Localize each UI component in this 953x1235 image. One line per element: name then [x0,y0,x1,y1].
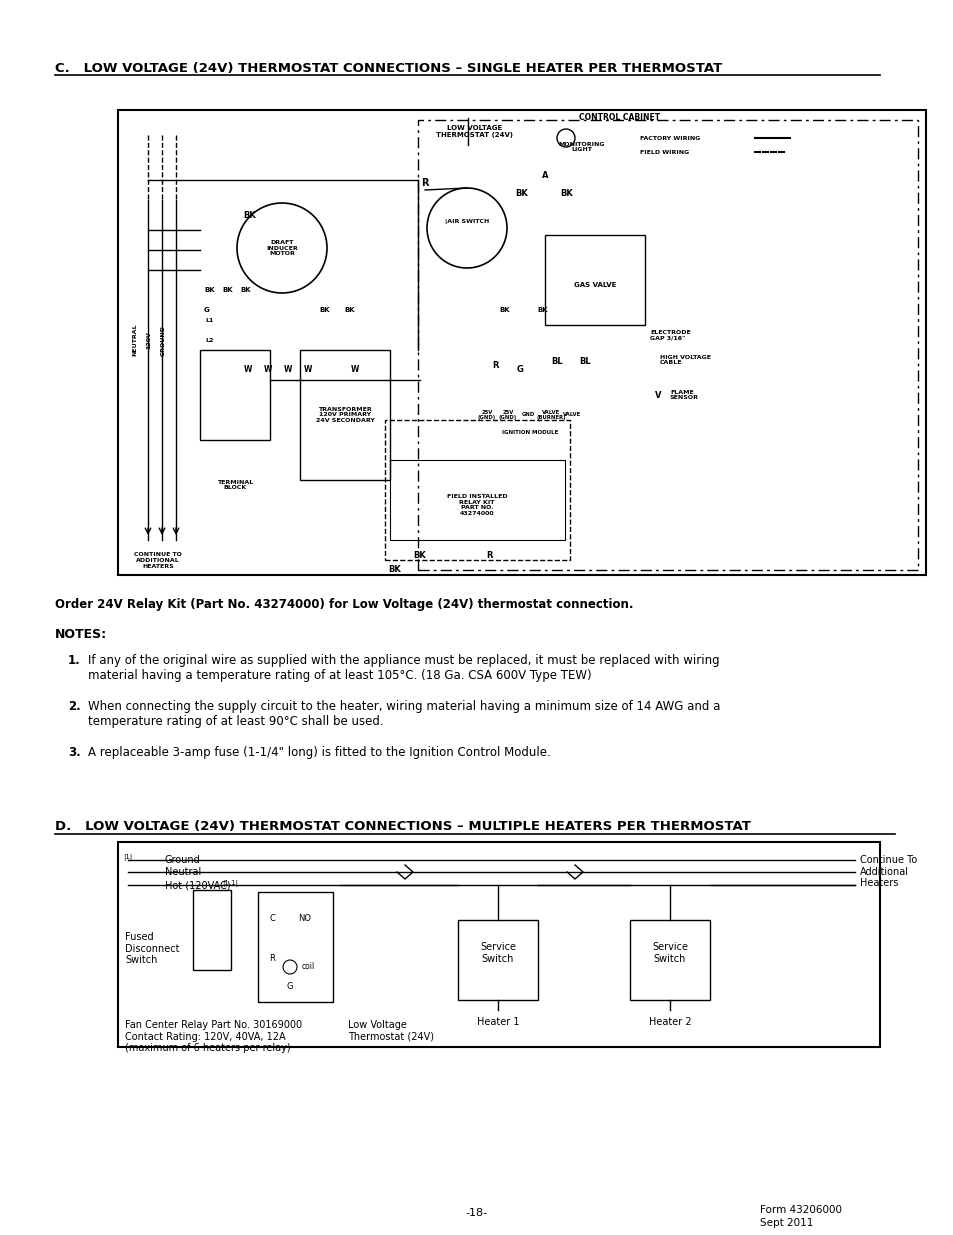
Text: CONTINUE TO
ADDITIONAL
HEATERS: CONTINUE TO ADDITIONAL HEATERS [134,552,182,568]
Bar [390,459,564,540]
Bar [200,350,270,440]
Text: HIGH VOLTAGE
CABLE: HIGH VOLTAGE CABLE [659,354,710,366]
Text: W: W [264,366,272,374]
Text: BK: BK [537,308,548,312]
Text: BK: BK [499,308,510,312]
Bar [629,920,709,1000]
Text: W: W [283,366,292,374]
Text: Ground: Ground [165,855,200,864]
Text: DRAFT
INDUCER
MOTOR: DRAFT INDUCER MOTOR [266,240,297,257]
Text: -18-: -18- [465,1208,488,1218]
Bar [457,920,537,1000]
Text: GND: GND [521,412,534,417]
Text: BL: BL [551,357,562,367]
Text: Sept 2011: Sept 2011 [760,1218,813,1228]
Text: TRANSFORMER
120V PRIMARY
24V SECONDARY: TRANSFORMER 120V PRIMARY 24V SECONDARY [315,406,374,424]
Text: TERMINAL
BLOCK: TERMINAL BLOCK [216,479,253,490]
Text: 3.: 3. [68,746,81,760]
Text: BK: BK [243,210,256,220]
Text: FACTORY WIRING: FACTORY WIRING [639,136,700,141]
Text: Service
Switch: Service Switch [479,942,516,963]
Bar [544,235,644,325]
Text: Low Voltage
Thermostat (24V): Low Voltage Thermostat (24V) [348,1020,434,1041]
Bar [118,110,925,576]
Text: FIELD INSTALLED
RELAY KIT
PART NO.
43274000: FIELD INSTALLED RELAY KIT PART NO. 43274… [446,494,507,516]
Text: A replaceable 3-amp fuse (1-1/4" long) is fitted to the Ignition Control Module.: A replaceable 3-amp fuse (1-1/4" long) i… [88,746,550,760]
Text: ELECTRODE
GAP 3/16": ELECTRODE GAP 3/16" [649,330,690,341]
Text: Service
Switch: Service Switch [651,942,687,963]
Text: G: G [516,366,523,374]
Text: Hot (120VAC): Hot (120VAC) [165,881,231,890]
Text: FLAME
SENSOR: FLAME SENSOR [669,389,699,400]
Text: 25V
(GND): 25V (GND) [477,410,496,420]
Text: BK: BK [344,308,355,312]
Text: BK: BK [222,287,233,293]
Text: BK: BK [205,287,215,293]
Text: coil: coil [302,962,314,971]
Bar [385,420,569,559]
Text: R: R [421,178,428,188]
Text: Fan Center Relay Part No. 30169000
Contact Rating: 120V, 40VA, 12A
(maximum of 6: Fan Center Relay Part No. 30169000 Conta… [125,1020,302,1053]
Text: D.   LOW VOLTAGE (24V) THERMOSTAT CONNECTIONS – MULTIPLE HEATERS PER THERMOSTAT: D. LOW VOLTAGE (24V) THERMOSTAT CONNECTI… [55,820,750,832]
Bar [299,350,390,480]
Text: If any of the original wire as supplied with the appliance must be replaced, it : If any of the original wire as supplied … [88,655,719,682]
Text: W: W [351,366,359,374]
Text: R: R [493,361,498,369]
Text: VALVE
(BURNER): VALVE (BURNER) [536,410,565,420]
Text: Heater 1: Heater 1 [476,1016,518,1028]
Text: BK: BK [560,189,573,198]
Text: GAS VALVE: GAS VALVE [573,282,616,288]
Bar [417,120,917,571]
Text: 25V
(GND): 25V (GND) [498,410,517,420]
Text: L1: L1 [206,317,214,322]
Text: BK: BK [414,551,426,559]
Text: A: A [541,170,548,179]
Text: Form 43206000: Form 43206000 [760,1205,841,1215]
Text: Order 24V Relay Kit (Part No. 43274000) for Low Voltage (24V) thermostat connect: Order 24V Relay Kit (Part No. 43274000) … [55,598,633,611]
Text: GROUND: GROUND [160,325,165,356]
Text: BL: BL [578,357,590,367]
Text: |1.1|: |1.1| [222,881,237,887]
Text: R: R [269,953,274,963]
Text: NOTES:: NOTES: [55,629,107,641]
Text: BK: BK [240,287,251,293]
Text: BK: BK [319,308,330,312]
Text: W: W [303,366,312,374]
Text: C.   LOW VOLTAGE (24V) THERMOSTAT CONNECTIONS – SINGLE HEATER PER THERMOSTAT: C. LOW VOLTAGE (24V) THERMOSTAT CONNECTI… [55,62,721,75]
Text: W: W [244,366,252,374]
Text: When connecting the supply circuit to the heater, wiring material having a minim: When connecting the supply circuit to th… [88,700,720,727]
Text: |1|: |1| [123,853,132,861]
Text: G: G [204,308,210,312]
Text: CONTROL CABINET: CONTROL CABINET [578,114,659,122]
Bar [118,842,879,1047]
Text: Continue To
Additional
Heaters: Continue To Additional Heaters [859,855,916,888]
Text: G: G [287,982,293,990]
Text: V: V [654,390,660,399]
Text: Fused
Disconnect
Switch: Fused Disconnect Switch [125,932,179,966]
Text: BK: BK [515,189,528,198]
Text: IGNITION MODULE: IGNITION MODULE [501,430,558,435]
Bar [257,892,333,1002]
Text: C: C [269,914,274,923]
Text: |AIR SWITCH: |AIR SWITCH [444,220,489,225]
Text: L2: L2 [206,337,214,342]
Text: 120V: 120V [147,331,152,350]
Text: NEUTRAL: NEUTRAL [132,324,137,357]
Text: 2.: 2. [68,700,81,713]
Text: BK: BK [388,566,401,574]
Text: VALVE: VALVE [562,412,580,417]
Text: 1.: 1. [68,655,81,667]
Text: Heater 2: Heater 2 [648,1016,691,1028]
Bar [193,890,231,969]
Text: LOW VOLTAGE
THERMOSTAT (24V): LOW VOLTAGE THERMOSTAT (24V) [436,126,513,138]
Text: NO: NO [298,914,312,923]
Text: Neutral: Neutral [165,867,201,877]
Text: FIELD WIRING: FIELD WIRING [639,149,688,154]
Text: MONITORING
LIGHT: MONITORING LIGHT [558,142,604,152]
Text: R: R [486,551,493,559]
